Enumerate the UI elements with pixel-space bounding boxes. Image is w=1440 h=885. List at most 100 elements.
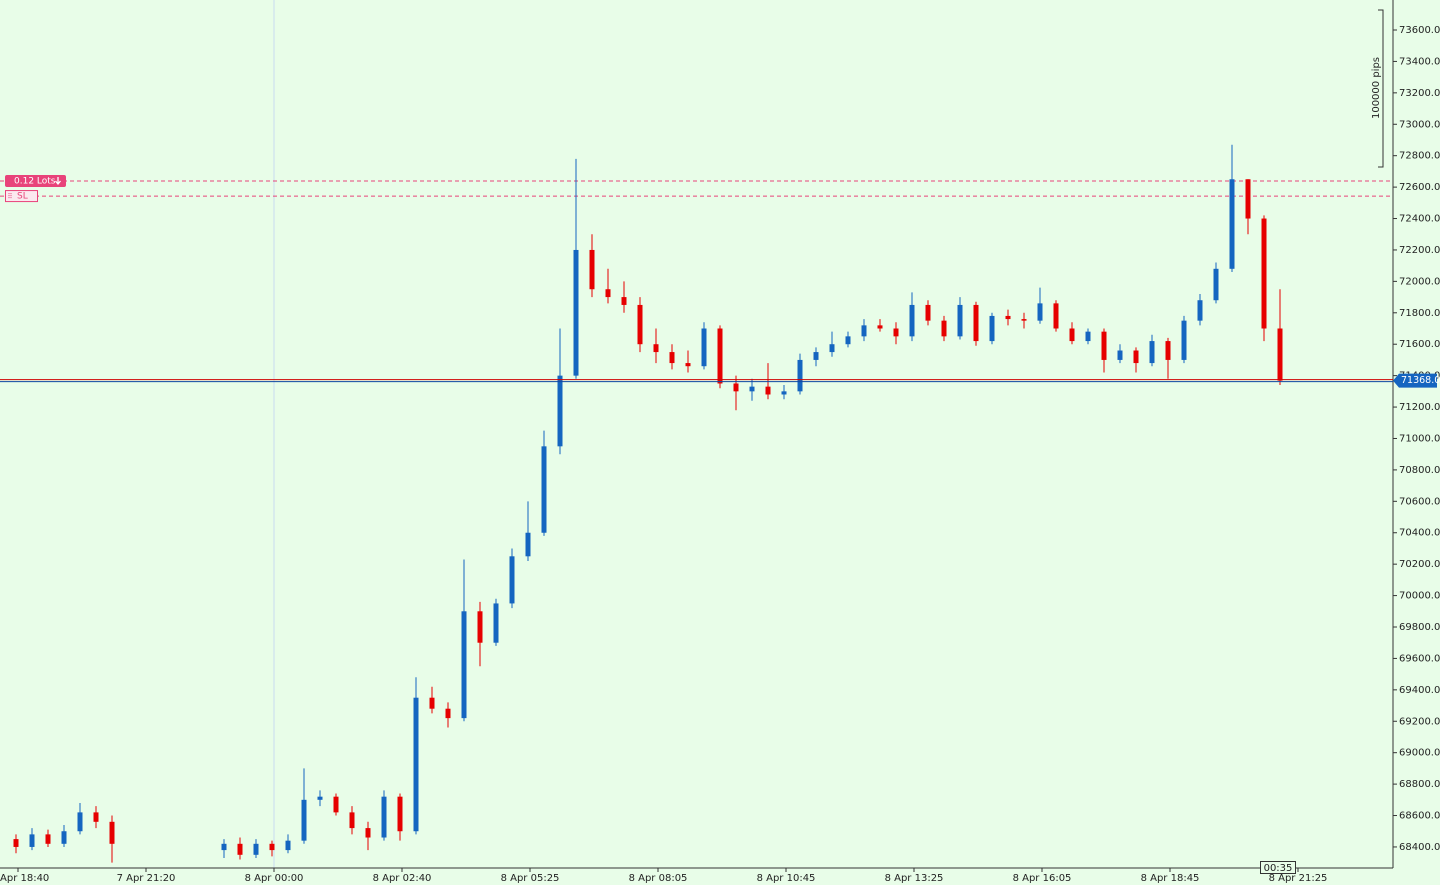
x-tick-label: 8 Apr 08:05 (629, 873, 688, 884)
candle-body (557, 375, 563, 447)
candle-body (813, 352, 819, 360)
x-tick-label: 8 Apr 13:25 (885, 873, 944, 884)
candle-body (1069, 328, 1075, 342)
candle-body (285, 840, 291, 851)
y-tick-label: 71200.00 (1399, 402, 1440, 413)
candle-body (269, 843, 275, 851)
candle-body (829, 344, 835, 353)
y-tick-label: 72200.00 (1399, 245, 1440, 256)
candle-body (1149, 341, 1155, 364)
candle-body (13, 839, 19, 847)
candle-body (1165, 341, 1171, 360)
candle-body (61, 831, 67, 844)
y-tick-label: 73200.00 (1399, 88, 1440, 99)
y-tick-label: 70600.00 (1399, 496, 1440, 507)
y-tick-label: 69200.00 (1399, 716, 1440, 727)
candle-body (253, 843, 259, 855)
price-tag (1393, 373, 1437, 388)
order-tag-label: 0.12 Lots (14, 176, 56, 186)
y-tick-label: 70800.00 (1399, 465, 1440, 476)
candle-body (925, 304, 931, 321)
y-tick-label: 69000.00 (1399, 748, 1440, 759)
timer-box (1260, 861, 1296, 874)
candle-body (685, 363, 691, 367)
candle-body (973, 304, 979, 342)
candle-body (445, 708, 451, 719)
candle-body (653, 344, 659, 353)
y-tick-label: 70400.00 (1399, 528, 1440, 539)
candle-body (93, 812, 99, 822)
y-tick-label: 69600.00 (1399, 653, 1440, 664)
candle-body (413, 697, 419, 832)
y-tick-label: 68400.00 (1399, 842, 1440, 853)
candle-body (29, 834, 35, 847)
y-tick-label: 70200.00 (1399, 559, 1440, 570)
candle-body (941, 320, 947, 337)
candle-body (1197, 300, 1203, 321)
candle-body (893, 328, 899, 337)
y-tick-label: 72800.00 (1399, 151, 1440, 162)
y-tick-label: 71000.00 (1399, 433, 1440, 444)
candle-body (461, 611, 467, 719)
x-tick-label: 8 Apr 18:45 (1141, 873, 1200, 884)
candle-body (1085, 331, 1091, 342)
candle-body (77, 812, 83, 832)
candle-body (525, 532, 531, 557)
candle-body (573, 249, 579, 376)
candle-body (349, 812, 355, 829)
order-tag: SL (5, 190, 38, 203)
scale-bracket (1378, 9, 1384, 168)
candle-body (701, 328, 707, 367)
candle-body (1133, 350, 1139, 364)
candle-body (669, 352, 675, 364)
y-tick-label: 71800.00 (1399, 308, 1440, 319)
y-tick-label: 73000.00 (1399, 119, 1440, 130)
y-tick-label: 70000.00 (1399, 591, 1440, 602)
candle-body (1245, 179, 1251, 219)
candle-body (429, 697, 435, 709)
candle-body (845, 336, 851, 345)
x-tick-label: 8 Apr 02:40 (373, 873, 432, 884)
candle-body (909, 304, 915, 337)
candle-body (301, 799, 307, 841)
y-tick-label: 73600.00 (1399, 25, 1440, 36)
candle-body (605, 289, 611, 298)
y-tick-label: 72600.00 (1399, 182, 1440, 193)
candle-body (1053, 303, 1059, 329)
candle-body (1261, 218, 1267, 329)
candle-body (477, 611, 483, 643)
x-tick-label: 8 Apr 16:05 (1013, 873, 1072, 884)
candle-body (717, 328, 723, 384)
candle-body (45, 834, 51, 844)
candle-body (1005, 315, 1011, 320)
y-tick-label: 68800.00 (1399, 779, 1440, 790)
order-arrow-icon (55, 176, 61, 185)
x-tick-label: 7 Apr 21:20 (117, 873, 176, 884)
candle-body (509, 556, 515, 604)
y-tick-label: 73400.00 (1399, 56, 1440, 67)
candle-body (1117, 350, 1123, 360)
candle-body (493, 603, 499, 643)
x-tick-label: 8 Apr 21:25 (1269, 873, 1328, 884)
scale-label: 100000 pips (1371, 57, 1382, 119)
candle-body (797, 359, 803, 392)
y-tick-label: 69400.00 (1399, 685, 1440, 696)
order-tag-box (5, 174, 66, 187)
order-tag: 0.12 Lots (5, 174, 66, 187)
x-tick-label: Apr 18:40 (0, 873, 49, 884)
sl-tag-box (5, 190, 38, 203)
candle-body (1021, 319, 1027, 321)
candle-body (221, 843, 227, 851)
y-tick-label: 72000.00 (1399, 276, 1440, 287)
candle-body (1277, 328, 1283, 381)
candle-body (781, 391, 787, 395)
candle-body (1213, 268, 1219, 301)
candle-body (877, 325, 883, 329)
timer-label: 00:35 (1264, 863, 1293, 874)
candle-body (861, 325, 867, 337)
candle-body (621, 297, 627, 305)
candle-body (765, 386, 771, 395)
candle-body (1229, 179, 1235, 269)
